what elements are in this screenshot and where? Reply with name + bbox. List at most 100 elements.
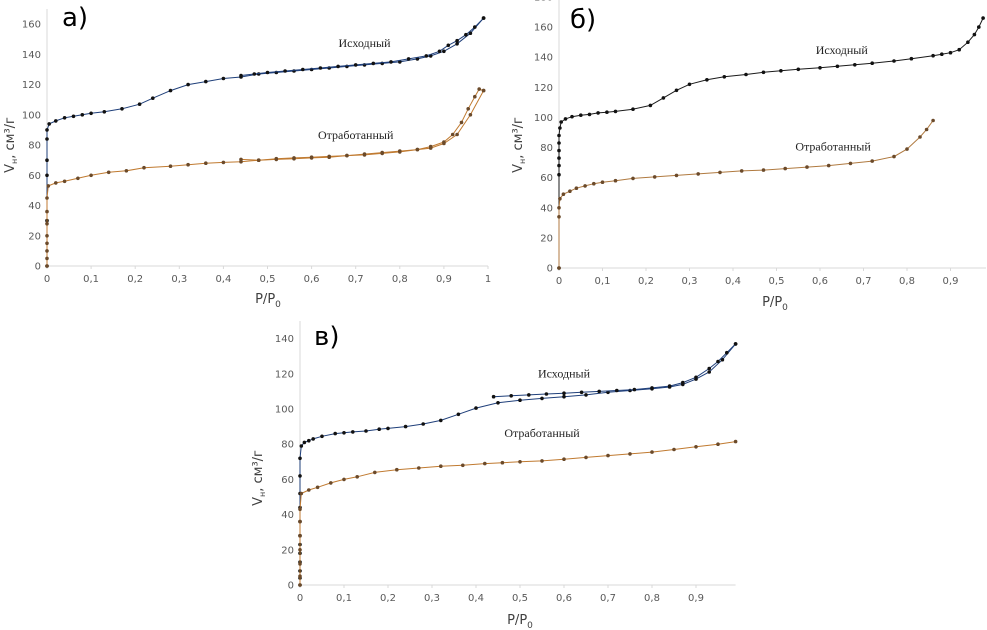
desorption-point [428, 144, 433, 149]
adsorption-point [298, 507, 302, 512]
y-tick-label: 180 [534, 0, 553, 4]
x-tick-label: 0,1 [83, 274, 99, 285]
adsorption-point [124, 169, 129, 173]
adsorption-point [696, 172, 700, 176]
adsorption-point [783, 166, 787, 171]
x-tick-label: 0 [44, 274, 50, 285]
adsorption-point [151, 96, 155, 100]
desorption-point [694, 375, 698, 380]
adsorption-point [456, 412, 461, 417]
adsorption-point [557, 266, 561, 270]
y-axis-title-main: V [3, 164, 18, 173]
panel-label: б) [570, 5, 596, 35]
adsorption-point [186, 82, 190, 87]
x-tick-label: 0,9 [688, 593, 704, 604]
adsorption-point [311, 437, 316, 441]
x-axis-title-sub: 0 [527, 621, 533, 630]
desorption-point [707, 366, 711, 371]
adsorption-point [720, 357, 725, 362]
adsorption-point [587, 112, 592, 117]
adsorption-point [298, 574, 302, 578]
adsorption-point [557, 156, 561, 160]
x-tick-label: 0,8 [392, 274, 408, 285]
adsorption-point [966, 40, 970, 44]
adsorption-point [298, 456, 302, 461]
adsorption-point [298, 548, 302, 552]
adsorption-point [54, 181, 58, 185]
adsorption-point [46, 184, 51, 188]
adsorption-point [299, 491, 304, 496]
adsorption-point [455, 42, 459, 46]
adsorption-point [562, 394, 566, 399]
y-tick-label: 100 [22, 110, 41, 121]
adsorption-point [45, 256, 49, 261]
adsorption-point [948, 50, 953, 55]
desorption-point [725, 350, 729, 355]
adsorption-point [870, 61, 874, 65]
adsorption-point [298, 583, 302, 587]
desorption-point [406, 57, 411, 61]
adsorption-point [221, 76, 226, 81]
y-tick-label: 120 [22, 80, 41, 91]
x-tick-label: 0,3 [424, 593, 440, 604]
adsorption-point [320, 434, 324, 439]
x-axis-title-main: P/P [507, 613, 527, 628]
adsorption-point [605, 110, 609, 114]
adsorption-point [45, 158, 49, 162]
adsorption-point [298, 562, 302, 566]
adsorption-point [89, 173, 93, 178]
y-axis-title: Vн, см³/г [251, 450, 267, 506]
adsorption-point [628, 388, 632, 393]
adsorption-point [468, 31, 473, 35]
adsorption-point [631, 176, 635, 181]
adsorption-point [54, 119, 58, 123]
desorption-point [716, 359, 720, 364]
adsorption-point [744, 72, 748, 77]
adsorption-point [600, 180, 605, 184]
y-tick-label: 0 [35, 262, 41, 273]
adsorption-point [650, 450, 654, 454]
x-axis-title-sub: 0 [782, 303, 788, 313]
desorption-point [437, 49, 442, 54]
adsorption-point [892, 59, 896, 63]
desorption-point [265, 70, 270, 75]
desorption-point [650, 386, 654, 390]
adsorption-point [613, 109, 618, 114]
x-tick-label: 0,4 [725, 276, 741, 287]
desorption-point [256, 158, 261, 162]
y-axis-title-sub: н [518, 159, 527, 164]
desorption-point [562, 391, 566, 396]
adsorption-point [186, 162, 190, 167]
adsorption-point [796, 67, 801, 72]
adsorption-point [761, 70, 766, 75]
desorption-point [362, 153, 367, 157]
adsorption-point [924, 127, 929, 132]
adsorption-point [47, 122, 51, 126]
y-axis-title-units: , см³/г [3, 117, 18, 159]
desorption-point [415, 147, 420, 152]
series-spent: Отработанный [298, 426, 738, 587]
x-tick-label: 0,3 [682, 276, 698, 287]
x-axis-title-main: P/P [255, 292, 275, 307]
adsorption-point [386, 426, 390, 431]
desorption-point [318, 66, 323, 70]
desorption-point [473, 94, 477, 99]
adsorption-point [570, 114, 574, 119]
adsorption-point [540, 459, 544, 463]
x-tick-label: 0,5 [260, 274, 276, 285]
adsorption-point [483, 461, 487, 466]
y-tick-label: 120 [275, 369, 294, 380]
adsorption-point [142, 165, 146, 170]
y-tick-label: 100 [534, 113, 553, 124]
series-label: Исходный [538, 366, 591, 380]
x-tick-label: 0,7 [856, 276, 872, 287]
desorption-point [464, 32, 468, 37]
adsorption-point [89, 111, 93, 116]
adsorption-point [468, 113, 473, 117]
chart-b: 0 20 40 60 80 100 120 140 160 180 0 0,1 0,2 0,3 0,4 0,5… [511, 0, 986, 313]
y-tick-label: 40 [28, 201, 41, 212]
x-tick-label: 0,6 [304, 274, 320, 285]
adsorption-point [957, 47, 961, 52]
desorption-point [667, 384, 672, 388]
adsorption-point [718, 170, 722, 175]
